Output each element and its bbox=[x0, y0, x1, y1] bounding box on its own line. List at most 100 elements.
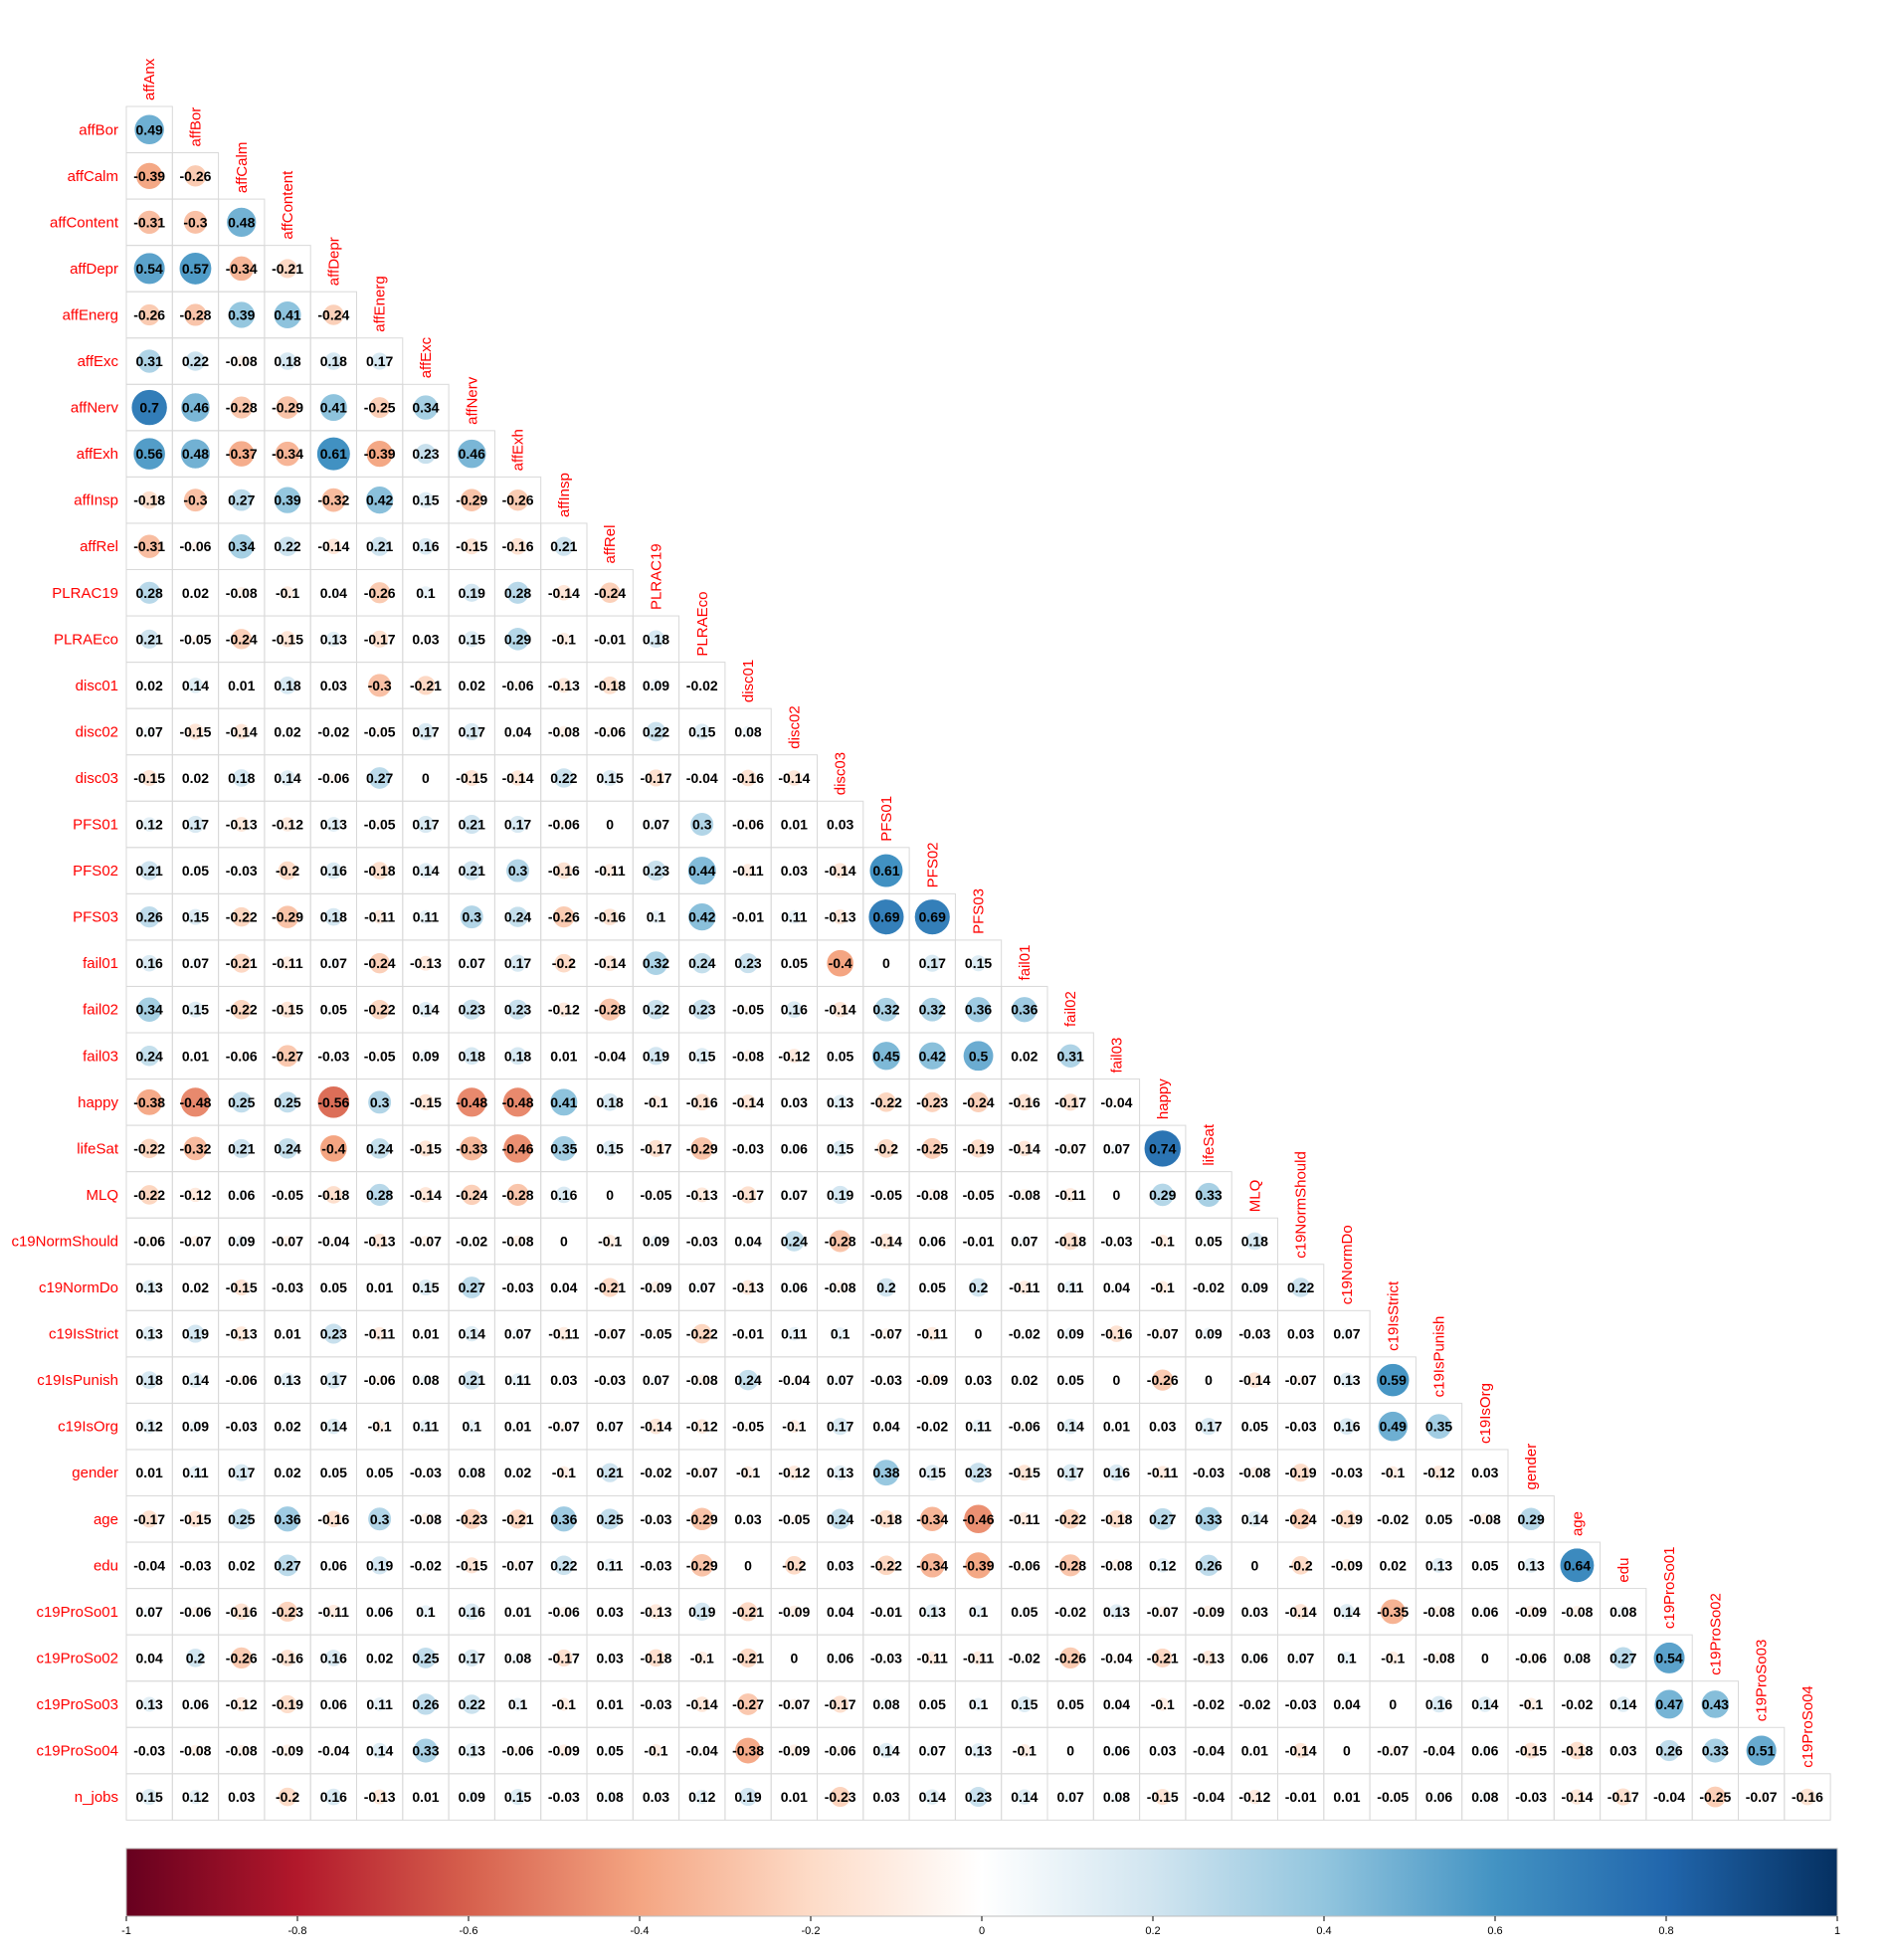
corr-circle bbox=[921, 1091, 943, 1113]
corr-value-label: 0.02 bbox=[274, 1419, 300, 1435]
corr-circle bbox=[327, 772, 339, 784]
corr-circle bbox=[607, 636, 613, 642]
corr-value-label: 0.12 bbox=[1149, 1557, 1176, 1573]
corr-circle bbox=[836, 820, 845, 829]
corr-value-label: -0.05 bbox=[640, 1187, 671, 1203]
corr-value-label: -0.26 bbox=[548, 909, 580, 925]
corr-value-label: -0.12 bbox=[179, 1187, 211, 1203]
corr-value-label: 0.15 bbox=[182, 1002, 209, 1018]
corr-circle bbox=[143, 725, 156, 738]
corr-circle bbox=[370, 861, 390, 881]
corr-circle bbox=[136, 533, 162, 559]
corr-circle bbox=[508, 537, 527, 556]
corr-value-label: 0 bbox=[560, 1233, 568, 1249]
corr-circle bbox=[370, 351, 389, 371]
corr-value-label: -0.15 bbox=[456, 770, 487, 786]
corr-value-label: -0.28 bbox=[1054, 1557, 1086, 1573]
corr-value-label: 0.33 bbox=[1195, 1187, 1222, 1203]
corr-circle bbox=[463, 722, 481, 741]
corr-value-label: 0.01 bbox=[504, 1604, 531, 1620]
corr-value-label: -0.06 bbox=[133, 1233, 165, 1249]
corr-value-label: -0.09 bbox=[640, 1279, 671, 1295]
corr-circle bbox=[277, 1137, 298, 1160]
corr-circle bbox=[965, 996, 992, 1023]
corr-value-label: -0.17 bbox=[732, 1187, 764, 1203]
corr-value-label: -0.08 bbox=[825, 1279, 856, 1295]
corr-value-label: 0.16 bbox=[320, 1650, 347, 1666]
corr-value-label: -0.2 bbox=[276, 1789, 299, 1805]
corr-value-label: -0.34 bbox=[272, 446, 303, 462]
corr-value-label: 0.36 bbox=[1011, 1002, 1038, 1018]
corr-value-label: 0.19 bbox=[459, 585, 485, 601]
corr-value-label: 0.07 bbox=[504, 1326, 531, 1342]
corr-circle bbox=[868, 853, 904, 888]
corr-value-label: 0.23 bbox=[688, 1002, 715, 1018]
corr-value-label: 0.18 bbox=[274, 678, 300, 693]
corr-circle bbox=[368, 1137, 391, 1160]
corr-value-label: 0.04 bbox=[734, 1233, 761, 1249]
corr-value-label: 0.11 bbox=[413, 1419, 440, 1435]
corr-value-label: -0.33 bbox=[456, 1140, 487, 1156]
corr-value-label: -0.13 bbox=[825, 909, 856, 925]
row-label: affExc bbox=[78, 353, 119, 370]
corr-circle bbox=[230, 1090, 253, 1113]
corr-value-label: -0.31 bbox=[133, 214, 165, 230]
corr-value-label: 0.17 bbox=[459, 1650, 485, 1666]
corr-value-label: -0.48 bbox=[502, 1094, 534, 1110]
corr-value-label: 0.28 bbox=[136, 585, 163, 601]
circle-layer bbox=[130, 113, 1816, 1809]
row-label: c19ProSo01 bbox=[36, 1604, 118, 1621]
corr-circle bbox=[649, 1094, 663, 1109]
corr-value-label: -0.12 bbox=[778, 1465, 810, 1480]
corr-value-label: 0.26 bbox=[136, 909, 163, 925]
corr-value-label: 0 bbox=[1343, 1743, 1351, 1759]
corr-circle bbox=[368, 581, 391, 605]
corr-value-label: -0.1 bbox=[1519, 1696, 1543, 1712]
corr-circle bbox=[130, 389, 168, 426]
corr-value-label: 0.09 bbox=[1241, 1279, 1268, 1295]
corr-circle bbox=[502, 1086, 533, 1118]
corr-value-label: 0.07 bbox=[182, 955, 209, 971]
corr-circle bbox=[192, 589, 199, 597]
corr-circle bbox=[744, 1144, 753, 1153]
corr-value-label: -0.05 bbox=[364, 1048, 396, 1064]
corr-value-label: 0.11 bbox=[366, 1696, 393, 1712]
corr-circle bbox=[967, 1090, 990, 1113]
corr-value-label: 0.08 bbox=[872, 1696, 899, 1712]
corr-value-label: -0.28 bbox=[226, 400, 258, 416]
corr-circle bbox=[506, 489, 529, 511]
corr-value-label: 0.26 bbox=[412, 1696, 439, 1712]
corr-value-label: 0.02 bbox=[504, 1465, 531, 1480]
corr-value-label: -0.22 bbox=[686, 1326, 718, 1342]
corr-value-label: -0.17 bbox=[133, 1511, 165, 1527]
corr-value-label: 0.01 bbox=[366, 1279, 393, 1295]
corr-value-label: -0.02 bbox=[640, 1465, 671, 1480]
row-label: affEnerg bbox=[63, 306, 118, 323]
row-label: affCalm bbox=[68, 168, 118, 185]
corr-value-label: -0.11 bbox=[1055, 1187, 1086, 1203]
corr-value-label: 0.1 bbox=[1337, 1650, 1357, 1666]
corr-value-label: 0.03 bbox=[550, 1372, 577, 1388]
corr-circle bbox=[327, 957, 340, 970]
corr-value-label: 0.06 bbox=[1103, 1743, 1130, 1759]
corr-circle bbox=[553, 953, 574, 974]
corr-value-label: 0 bbox=[975, 1326, 983, 1342]
corr-value-label: -0.13 bbox=[732, 1279, 764, 1295]
corr-value-label: 0.05 bbox=[1425, 1511, 1452, 1527]
corr-circle bbox=[276, 1090, 299, 1113]
corr-circle bbox=[316, 1085, 350, 1119]
column-label: disc03 bbox=[833, 752, 850, 795]
corr-circle bbox=[462, 860, 482, 882]
corr-value-label: 0.18 bbox=[320, 353, 347, 369]
corr-value-label: 0 bbox=[1066, 1743, 1074, 1759]
corr-value-label: 0.05 bbox=[1011, 1604, 1038, 1620]
corr-value-label: -0.11 bbox=[917, 1326, 948, 1342]
row-label: c19IsPunish bbox=[37, 1372, 118, 1389]
corr-value-label: 0.01 bbox=[1103, 1419, 1130, 1435]
corr-value-label: -0.13 bbox=[640, 1604, 671, 1620]
corr-value-label: -0.1 bbox=[782, 1419, 806, 1435]
corr-value-label: 0 bbox=[1481, 1650, 1489, 1666]
corr-circle bbox=[236, 1050, 248, 1062]
corr-value-label: 0.01 bbox=[781, 1789, 808, 1805]
corr-value-label: 0.08 bbox=[459, 1465, 485, 1480]
